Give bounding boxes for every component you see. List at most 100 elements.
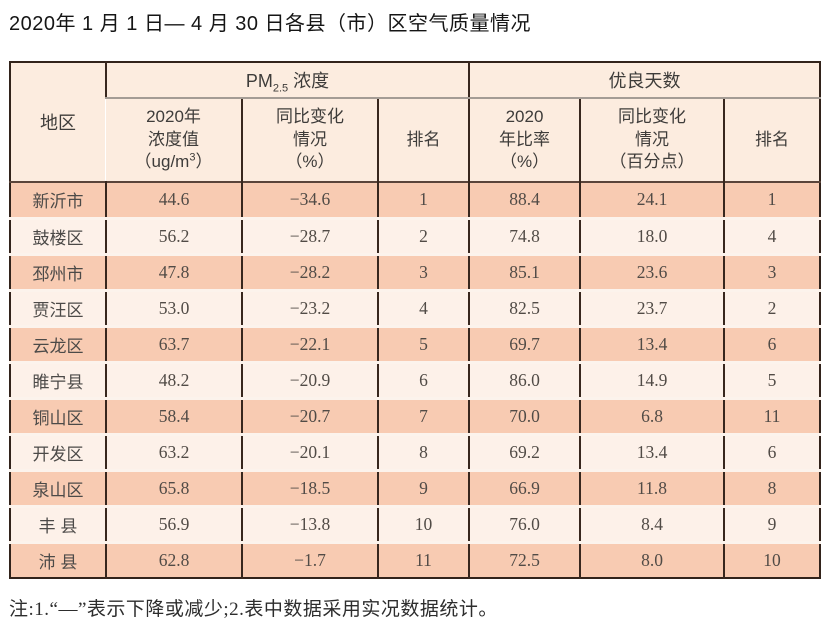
- table-row: 泉山区 65.8 −18.5 9 66.9 11.8 8: [10, 468, 821, 506]
- pm-rank-cell: 10: [376, 504, 470, 542]
- good-days-ratio-cell: 88.4: [468, 182, 581, 218]
- pm-rank-cell: 8: [376, 432, 470, 470]
- pm-concentration-cell: 56.2: [105, 216, 242, 254]
- pm-rank-cell: 4: [376, 288, 470, 326]
- good-days-change-cell: 11.8: [579, 468, 725, 506]
- sub-header-row: 2020年 浓度值 （ug/m3） 同比变化 情况 （%） 排名 2020 年比…: [10, 98, 821, 182]
- pm-change-line3: （%）: [285, 152, 335, 172]
- pm-rank-cell: 9: [376, 468, 470, 506]
- pm-change-cell: −1.7: [241, 540, 378, 578]
- pm-change-cell: −28.7: [241, 216, 378, 254]
- table-row: 鼓楼区 56.2 −28.7 2 74.8 18.0 4: [10, 216, 821, 254]
- pm-concentration-cell: 47.8: [105, 252, 242, 290]
- good-days-rank-cell: 2: [723, 288, 821, 326]
- ratio-line1: 2020: [505, 107, 544, 127]
- good-days-change-cell: 13.4: [579, 324, 725, 362]
- good-days-ratio-cell: 70.0: [468, 396, 581, 434]
- region-cell: 睢宁县: [10, 360, 106, 398]
- region-cell: 沛 县: [10, 540, 106, 578]
- pm-change-cell: −22.1: [241, 324, 378, 362]
- pm-concentration-cell: 53.0: [105, 288, 242, 326]
- unit-open: （ug/m: [134, 152, 190, 172]
- column-header-days-change: 同比变化 情况 （百分点）: [579, 98, 725, 182]
- concentration-line1: 2020年: [146, 107, 201, 127]
- pm-change-cell: −28.2: [241, 252, 378, 290]
- good-days-ratio-cell: 69.7: [468, 324, 581, 362]
- pm-change-cell: −18.5: [241, 468, 378, 506]
- pm-concentration-cell: 63.7: [105, 324, 242, 362]
- unit-close: ）: [195, 152, 213, 172]
- pm-change-cell: −20.1: [241, 432, 378, 470]
- good-days-rank-cell: 1: [723, 182, 821, 218]
- pm-concentration-cell: 63.2: [105, 432, 242, 470]
- good-days-ratio-cell: 86.0: [468, 360, 581, 398]
- pm-label: PM: [245, 71, 273, 91]
- good-days-rank-cell: 8: [723, 468, 821, 506]
- region-cell: 贾汪区: [10, 288, 106, 326]
- group-header-row: 地区 PM2.5 浓度 优良天数: [10, 62, 821, 182]
- good-days-change-cell: 8.0: [579, 540, 725, 578]
- table-row: 邳州市 47.8 −28.2 3 85.1 23.6 3: [10, 252, 821, 290]
- good-days-ratio-cell: 82.5: [468, 288, 581, 326]
- ratio-line3: （%）: [499, 152, 550, 172]
- column-header-concentration: 2020年 浓度值 （ug/m3）: [106, 98, 242, 182]
- concentration-line2: 浓度值: [148, 129, 199, 149]
- good-days-ratio-cell: 72.5: [468, 540, 581, 578]
- good-days-ratio-cell: 66.9: [468, 468, 581, 506]
- region-cell: 丰 县: [10, 504, 106, 542]
- column-header-region: 地区: [10, 62, 106, 182]
- pm-change-cell: −13.8: [241, 504, 378, 542]
- days-change-line1: 同比变化: [618, 107, 687, 127]
- region-cell: 云龙区: [10, 324, 106, 362]
- good-days-change-cell: 24.1: [579, 182, 725, 218]
- region-cell: 开发区: [10, 432, 106, 470]
- table-row: 铜山区 58.4 −20.7 7 70.0 6.8 11: [10, 396, 821, 434]
- pm-rank-cell: 3: [376, 252, 470, 290]
- pm-rank-cell: 1: [376, 182, 470, 218]
- column-group-good-days: 优良天数: [468, 62, 821, 99]
- good-days-rank-cell: 10: [723, 540, 821, 578]
- pm-change-cell: −34.6: [241, 182, 378, 218]
- pm-change-cell: −20.9: [241, 360, 378, 398]
- column-group-pm25: PM2.5 浓度: [104, 62, 470, 99]
- region-cell: 新沂市: [10, 182, 106, 218]
- table-row: 开发区 63.2 −20.1 8 69.2 13.4 6: [10, 432, 821, 470]
- good-days-rank-cell: 6: [723, 324, 821, 362]
- table-row: 贾汪区 53.0 −23.2 4 82.5 23.7 2: [10, 288, 821, 326]
- table-row: 睢宁县 48.2 −20.9 6 86.0 14.9 5: [10, 360, 821, 398]
- ratio-line2: 年比率: [499, 129, 551, 149]
- pm-change-line1: 同比变化: [276, 107, 344, 127]
- good-days-rank-cell: 4: [723, 216, 821, 254]
- pm-concentration-cell: 56.9: [105, 504, 242, 542]
- table-footnote: 注:1.“—”表示下降或减少;2.表中数据采用实况数据统计。: [9, 599, 498, 620]
- table-header: 地区 PM2.5 浓度 优良天数 2020年 浓度值 （ug/m3） 同比变化 …: [10, 62, 821, 182]
- page-title: 2020年 1 月 1 日— 4 月 30 日各县（市）区空气质量情况: [9, 13, 532, 35]
- good-days-ratio-cell: 74.8: [468, 216, 581, 254]
- pm-change-cell: −23.2: [241, 288, 378, 326]
- good-days-change-cell: 18.0: [579, 216, 725, 254]
- pm-rank-cell: 5: [376, 324, 470, 362]
- column-header-ratio: 2020 年比率 （%）: [468, 98, 581, 182]
- pm-rank-cell: 7: [376, 396, 470, 434]
- region-cell: 鼓楼区: [10, 216, 106, 254]
- pm-rank-cell: 11: [376, 540, 470, 578]
- column-header-pm-rank: 排名: [376, 98, 470, 182]
- column-header-days-rank: 排名: [723, 98, 821, 182]
- good-days-rank-cell: 9: [723, 504, 821, 542]
- table-body: 新沂市 44.6 −34.6 1 88.4 24.1 1 鼓楼区 56.2 −2…: [10, 182, 821, 578]
- good-days-change-cell: 8.4: [579, 504, 725, 542]
- good-days-rank-cell: 11: [723, 396, 821, 434]
- pm-concentration-cell: 65.8: [105, 468, 242, 506]
- pm-change-line2: 情况: [293, 129, 327, 149]
- pm-rank-cell: 2: [376, 216, 470, 254]
- good-days-change-cell: 23.7: [579, 288, 725, 326]
- pm-concentration-cell: 48.2: [105, 360, 242, 398]
- table-row: 丰 县 56.9 −13.8 10 76.0 8.4 9: [10, 504, 821, 542]
- region-cell: 泉山区: [10, 468, 106, 506]
- pm-label-rest: 浓度: [288, 71, 330, 91]
- table-row: 沛 县 62.8 −1.7 11 72.5 8.0 10: [10, 540, 821, 578]
- days-change-line2: 情况: [635, 129, 670, 149]
- good-days-rank-cell: 5: [723, 360, 821, 398]
- good-days-rank-cell: 3: [723, 252, 821, 290]
